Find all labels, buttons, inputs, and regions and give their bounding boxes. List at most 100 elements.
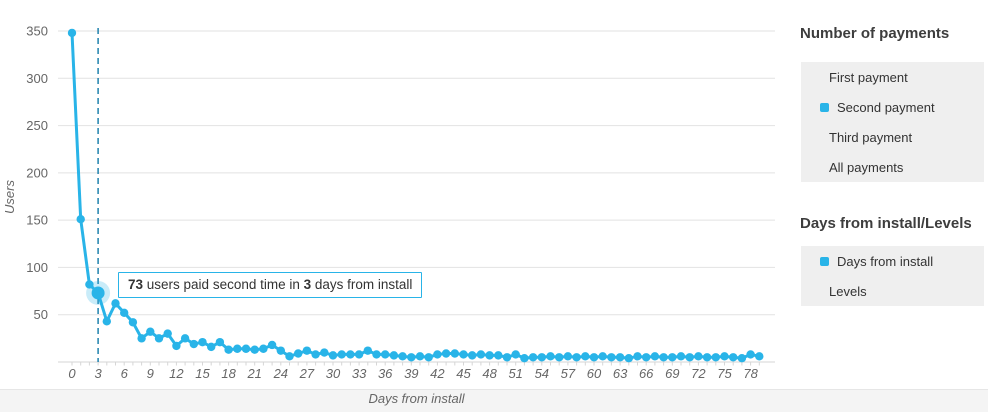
data-point[interactable] [407, 353, 416, 362]
data-point[interactable] [511, 350, 520, 359]
data-point[interactable] [581, 352, 590, 361]
data-point[interactable] [320, 348, 329, 357]
data-point[interactable] [563, 352, 573, 361]
tooltip-days-value: 3 [303, 277, 312, 292]
data-point[interactable] [755, 352, 764, 361]
data-point[interactable] [215, 337, 225, 347]
data-point[interactable] [381, 350, 390, 359]
data-point[interactable] [102, 317, 112, 326]
data-point[interactable] [346, 350, 355, 359]
data-point[interactable] [372, 350, 381, 359]
data-point[interactable] [389, 351, 399, 360]
data-point[interactable] [415, 352, 425, 361]
option-levels[interactable]: Levels [801, 276, 984, 306]
data-point[interactable] [459, 350, 468, 359]
data-point[interactable] [624, 354, 633, 363]
x-tick-label: 63 [613, 366, 628, 381]
data-point[interactable] [328, 351, 338, 360]
data-point[interactable] [546, 352, 555, 361]
series-line [70, 31, 761, 360]
data-point[interactable] [520, 354, 529, 363]
footer-strip [0, 389, 988, 412]
data-point[interactable] [528, 353, 538, 362]
x-tick-label: 42 [430, 366, 445, 381]
y-tick-label: 300 [26, 71, 48, 86]
data-point[interactable] [128, 318, 138, 327]
data-point[interactable] [207, 342, 216, 352]
data-point[interactable] [224, 345, 233, 354]
option-second-payment[interactable]: Second payment [801, 92, 984, 122]
data-point[interactable] [633, 352, 642, 361]
data-point[interactable] [485, 351, 494, 360]
data-point[interactable] [276, 346, 285, 355]
data-point[interactable] [424, 353, 433, 362]
option-first-payment[interactable]: First payment [801, 62, 984, 92]
data-point[interactable] [267, 340, 277, 350]
data-point[interactable] [311, 350, 320, 359]
data-point[interactable] [433, 350, 442, 359]
data-point[interactable] [737, 354, 747, 363]
data-point[interactable] [198, 337, 207, 347]
data-point[interactable] [729, 353, 738, 362]
option-label: Second payment [837, 99, 935, 115]
data-point[interactable] [476, 350, 486, 359]
data-point[interactable] [294, 349, 303, 358]
data-point[interactable] [450, 349, 459, 358]
data-point[interactable] [337, 350, 346, 359]
data-point[interactable] [163, 329, 172, 338]
data-point[interactable] [67, 28, 77, 38]
x-tick-label: 60 [587, 366, 602, 381]
data-point[interactable] [676, 352, 686, 361]
data-point[interactable] [76, 214, 85, 224]
data-point[interactable] [659, 353, 668, 362]
data-point[interactable] [589, 353, 599, 362]
data-point[interactable] [120, 308, 129, 318]
x-tick-label: 36 [378, 366, 393, 381]
data-point[interactable] [468, 351, 477, 360]
data-point[interactable] [137, 334, 146, 343]
data-point[interactable] [537, 353, 546, 362]
data-point[interactable] [172, 341, 181, 351]
data-point[interactable] [259, 344, 268, 353]
data-point[interactable] [363, 346, 372, 355]
data-point[interactable] [441, 349, 451, 358]
y-axis-title: Users [2, 180, 17, 214]
data-point[interactable] [233, 344, 242, 353]
data-point[interactable] [241, 344, 251, 353]
data-point[interactable] [615, 353, 625, 362]
data-point[interactable] [111, 299, 120, 308]
option-all-payments[interactable]: All payments [801, 152, 984, 182]
data-point[interactable] [668, 353, 677, 362]
data-point[interactable] [642, 353, 651, 362]
data-point[interactable] [607, 353, 616, 362]
x-tick-label: 27 [299, 366, 315, 381]
data-point[interactable] [746, 350, 755, 359]
data-point[interactable] [154, 334, 164, 343]
data-point[interactable] [398, 352, 407, 361]
data-point[interactable] [494, 351, 503, 360]
option-days-from-install[interactable]: Days from install [801, 246, 984, 276]
data-point[interactable] [720, 352, 729, 361]
data-point[interactable] [650, 352, 660, 361]
data-point[interactable] [250, 345, 259, 354]
data-point[interactable] [694, 352, 703, 361]
highlighted-data-point[interactable] [91, 286, 105, 300]
data-point[interactable] [702, 353, 712, 362]
data-point[interactable] [502, 353, 512, 362]
data-point[interactable] [146, 327, 155, 336]
data-point[interactable] [285, 352, 294, 361]
data-point[interactable] [180, 334, 190, 343]
data-point[interactable] [302, 346, 312, 355]
data-point[interactable] [189, 339, 198, 349]
option-third-payment[interactable]: Third payment [801, 122, 984, 152]
x-tick-label: 69 [665, 366, 679, 381]
data-point[interactable] [85, 280, 94, 289]
data-point[interactable] [685, 353, 694, 362]
data-point[interactable] [711, 353, 720, 362]
data-point[interactable] [555, 353, 564, 362]
data-point[interactable] [354, 350, 364, 359]
data-point[interactable] [572, 353, 581, 362]
data-point[interactable] [598, 352, 607, 361]
